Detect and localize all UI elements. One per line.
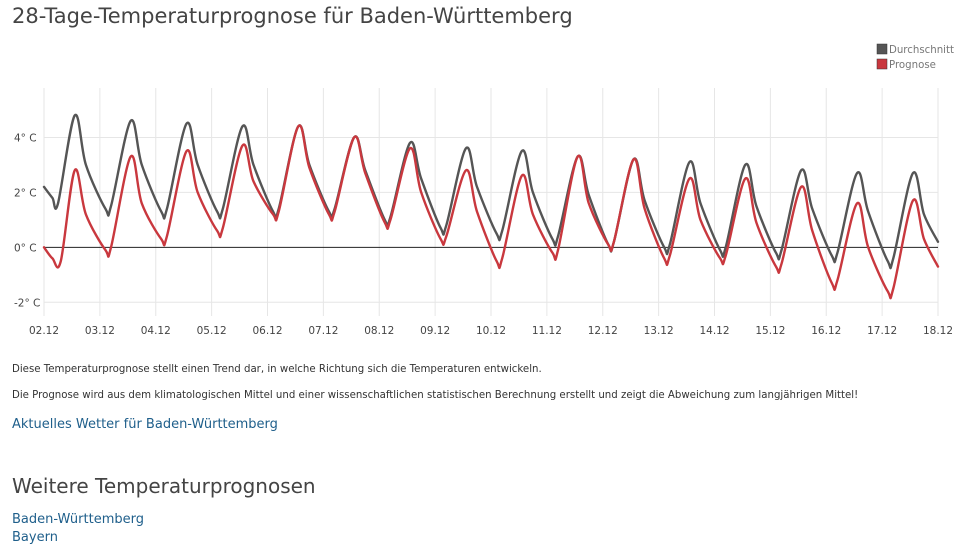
y-tick-label: 0° C (14, 242, 37, 254)
page-title: 28-Tage-Temperaturprognose für Baden-Wür… (12, 4, 573, 28)
x-tick-label: 12.12 (588, 325, 618, 337)
region-link-baden-wuerttemberg[interactable]: Baden-Württemberg (12, 512, 144, 527)
legend-swatch (876, 58, 888, 70)
x-tick-label: 18.12 (923, 325, 953, 337)
y-tick-label: -2° C (14, 297, 40, 309)
x-tick-label: 03.12 (85, 325, 115, 337)
x-tick-label: 11.12 (532, 325, 562, 337)
temperature-chart: 02.12 03.12 04.12 05.12 06.12 07.12 08.12 09.12… (14, 43, 954, 337)
x-tick-label: 16.12 (811, 325, 841, 337)
x-tick-label: 06.12 (252, 325, 282, 337)
y-tick-label: 4° C (14, 132, 37, 144)
current-weather-link[interactable]: Aktuelles Wetter für Baden-Württemberg (12, 417, 278, 432)
x-tick-label: 15.12 (755, 325, 785, 337)
legend-label: Prognose (889, 60, 936, 71)
x-tick-label: 10.12 (476, 325, 506, 337)
series-line-durchschnitt (42, 113, 940, 270)
x-tick-label: 14.12 (699, 325, 729, 337)
x-tick-label: 07.12 (308, 325, 338, 337)
chart-description: Diese Temperaturprognose stellt einen Tr… (12, 364, 542, 375)
x-tick-label: 05.12 (197, 325, 227, 337)
x-tick-label: 08.12 (364, 325, 394, 337)
series-line-prognose (42, 124, 940, 300)
more-forecasts-title: Weitere Temperaturprognosen (12, 474, 316, 498)
region-link-bayern[interactable]: Bayern (12, 530, 58, 545)
method-description: Die Prognose wird aus dem klimatologisch… (12, 390, 859, 401)
x-tick-label: 13.12 (644, 325, 674, 337)
x-tick-label: 09.12 (420, 325, 450, 337)
legend-label: Durchschnitt (889, 45, 954, 56)
legend-swatch (876, 43, 888, 55)
y-tick-label: 2° C (14, 187, 37, 199)
x-tick-label: 17.12 (867, 325, 897, 337)
x-tick-label: 04.12 (141, 325, 171, 337)
x-tick-label: 02.12 (29, 325, 59, 337)
